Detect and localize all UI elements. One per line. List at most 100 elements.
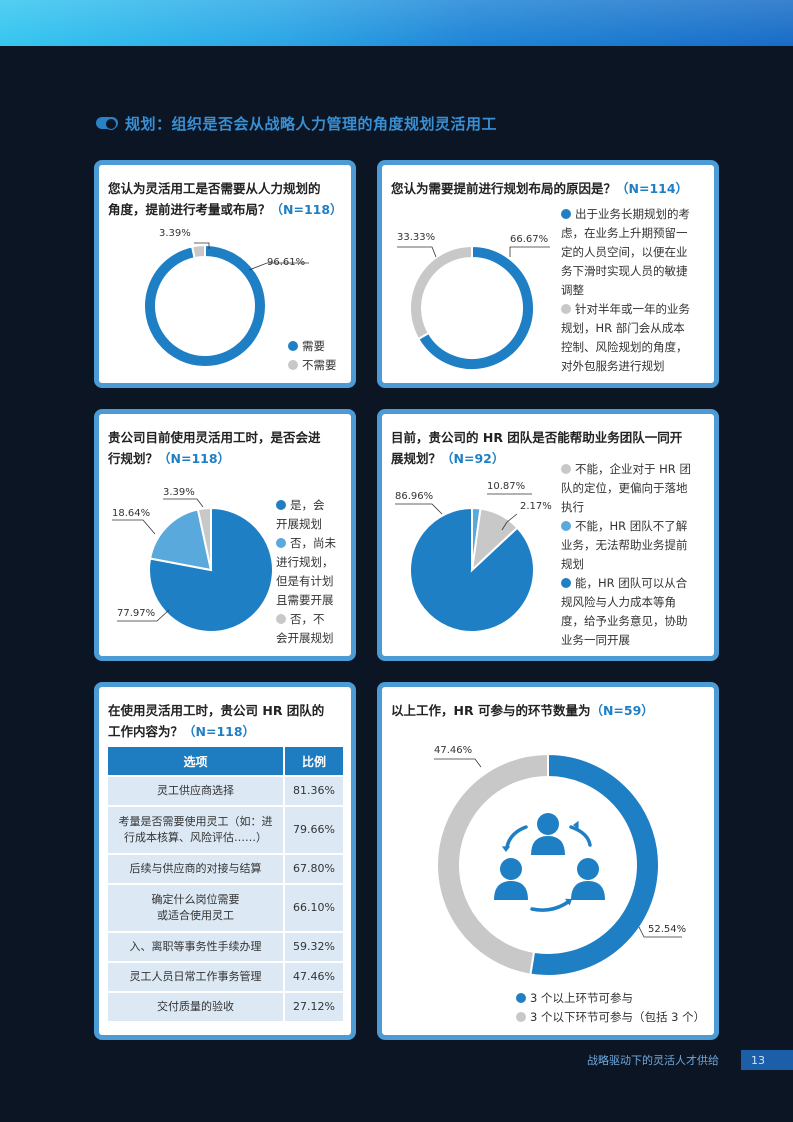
table-row: 交付质量的验收 27.12% (108, 993, 343, 1021)
chart-legend: 3 个以上环节可参与 3 个以下环节可参与（包括 3 个） (516, 989, 705, 1027)
option-cell: 灵工供应商选择 (108, 777, 283, 805)
slice-label: 10.87% (487, 481, 526, 492)
option-cell: 后续与供应商的对接与结算 (108, 855, 283, 883)
legend-line: 务下滑时实现人员的敏捷 (561, 264, 688, 278)
legend-line: 业务一同开展 (561, 633, 630, 647)
legend-dot (516, 993, 526, 1003)
table-row: 考量是否需要使用灵工（如：进 行成本核算、风险评估……） 79.66% (108, 807, 343, 853)
legend-line: 能，HR 团队可以从合 (575, 576, 688, 590)
percent-cell: 59.32% (283, 933, 343, 961)
question-line: 目前，贵公司的 HR 团队是否能帮助业务团队一同开 (391, 430, 683, 445)
legend-item: 否，尚未 进行规划， 但是有计划 且需要开展 (276, 534, 346, 610)
legend-item: 针对半年或一年的业务 规划，HR 部门会从成本 控制、风险规划的角度， 对外包服… (561, 300, 711, 376)
legend-dot (561, 304, 571, 314)
toggle-icon (96, 117, 118, 130)
pie-slice (196, 506, 212, 571)
legend-dot (276, 538, 286, 548)
chart-legend: 出于业务长期规划的考 虑，在业务上升期预留一 定的人员空间，以便在业 务下滑时实… (561, 205, 711, 376)
percent-cell: 67.80% (283, 855, 343, 883)
chart-legend: 需要 不需要 (288, 337, 337, 375)
legend-item: 不需要 (288, 356, 337, 375)
leader-line (501, 513, 518, 531)
chart-legend: 是，会 开展规划 否，尚未 进行规划， 但是有计划 且需要开展 否，不 会开展规… (276, 496, 346, 648)
percent-cell: 81.36% (283, 777, 343, 805)
legend-item: 能，HR 团队可以从合 规风险与人力成本等角 度，给予业务意见，协助 业务一同开… (561, 574, 711, 650)
question-line: 展规划？ (391, 451, 442, 466)
data-table: 选项 比例 灵工供应商选择 81.36% 考量是否需要使用灵工（如：进 行成本核算… (108, 745, 343, 1023)
pie-chart (395, 493, 535, 633)
question-line: 贵公司目前使用灵活用工时，是否会进 (108, 430, 321, 445)
option-line: 确定什么岗位需要 (151, 893, 240, 906)
donut-chart (397, 244, 550, 371)
leader-line (248, 262, 309, 271)
table-row: 入、离职等事务性手续办理 59.32% (108, 933, 343, 961)
donut-chart (434, 752, 682, 977)
pie-slice (471, 506, 482, 571)
legend-line: 不能，HR 团队不了解 (575, 519, 688, 533)
page-footer: 战略驱动下的灵活人才供给 13 (587, 1050, 793, 1070)
card-question: 在使用灵活用工时，贵公司 HR 团队的 工作内容为？（N=118） (108, 700, 324, 742)
card-question: 贵公司目前使用灵活用工时，是否会进 行规划？（N=118） (108, 427, 321, 469)
legend-label: 不需要 (302, 358, 337, 372)
legend-dot (561, 521, 571, 531)
table-row: 后续与供应商的对接与结算 67.80% (108, 855, 343, 883)
card-hr-help: 目前，贵公司的 HR 团队是否能帮助业务团队一同开 展规划？（N=92） 86.… (377, 409, 719, 661)
card-planning-reason: 您认为需要提前进行规划布局的原因是？（N=114） 33.33% 66.67% … (377, 160, 719, 388)
legend-dot (561, 464, 571, 474)
pie-slice (190, 243, 206, 260)
leader-line (638, 926, 682, 938)
legend-line: 控制、风险规划的角度， (561, 340, 688, 354)
table-row: 确定什么岗位需要 或适合使用灵工 66.10% (108, 885, 343, 931)
leader-line (434, 758, 482, 768)
slice-label: 3.39% (159, 228, 191, 239)
legend-line: 但是有计划 (276, 574, 334, 588)
legend-item: 3 个以下环节可参与（包括 3 个） (516, 1008, 705, 1027)
legend-line: 执行 (561, 500, 584, 514)
legend-line: 进行规划， (276, 555, 334, 569)
legend-line: 开展规划 (276, 517, 322, 531)
pie-slice (148, 508, 213, 572)
percent-cell: 66.10% (283, 885, 343, 931)
card-hr-work-table: 在使用灵活用工时，贵公司 HR 团队的 工作内容为？（N=118） 选项 比例 … (94, 682, 356, 1040)
legend-dot (276, 614, 286, 624)
pie-slice (143, 243, 267, 368)
legend-item: 需要 (288, 337, 337, 356)
percent-cell: 47.46% (283, 963, 343, 991)
legend-line: 队的定位，更偏向于落地 (561, 481, 688, 495)
option-line: 交付质量的验收 (157, 1000, 234, 1013)
sample-size: （N=114） (616, 181, 689, 196)
leader-line (163, 498, 204, 508)
legend-dot (561, 578, 571, 588)
slice-label: 33.33% (397, 232, 436, 243)
option-cell: 入、离职等事务性手续办理 (108, 933, 283, 961)
sample-size: （N=118） (270, 202, 343, 217)
option-line: 灵工供应商选择 (157, 784, 234, 797)
slice-label: 52.54% (648, 924, 687, 935)
legend-item: 3 个以上环节可参与 (516, 989, 705, 1008)
card-question: 您认为灵活用工是否需要从人力规划的 角度，提前进行考量或布局？（N=118） (108, 178, 343, 220)
team-cycle-icon (494, 813, 605, 912)
legend-label: 3 个以上环节可参与 (530, 991, 633, 1005)
legend-dot (288, 341, 298, 351)
legend-label: 需要 (302, 339, 325, 353)
legend-dot (288, 360, 298, 370)
section-title-text: 规划：组织是否会从战略人力管理的角度规划灵活用工 (125, 114, 498, 133)
sample-size: （N=118） (158, 451, 231, 466)
legend-dot (276, 500, 286, 510)
slice-label: 96.61% (267, 257, 306, 268)
option-cell: 确定什么岗位需要 或适合使用灵工 (108, 885, 283, 931)
legend-line: 调整 (561, 283, 584, 297)
option-line: 或适合使用灵工 (157, 909, 234, 922)
slice-label: 86.96% (395, 491, 434, 502)
question-line: 在使用灵活用工时，贵公司 HR 团队的 (108, 703, 325, 718)
legend-line: 规风险与人力成本等角 (561, 595, 676, 609)
leader-line (509, 246, 550, 257)
legend-line: 否，尚未 (290, 536, 336, 550)
percent-cell: 79.66% (283, 807, 343, 853)
question-line: 您认为需要提前进行规划布局的原因是？ (391, 181, 617, 196)
leader-line (117, 609, 170, 622)
page-number: 13 (741, 1050, 793, 1070)
slice-label: 3.39% (163, 487, 195, 498)
option-cell: 考量是否需要使用灵工（如：进 行成本核算、风险评估……） (108, 807, 283, 853)
legend-line: 业务，无法帮助业务提前 (561, 538, 688, 552)
